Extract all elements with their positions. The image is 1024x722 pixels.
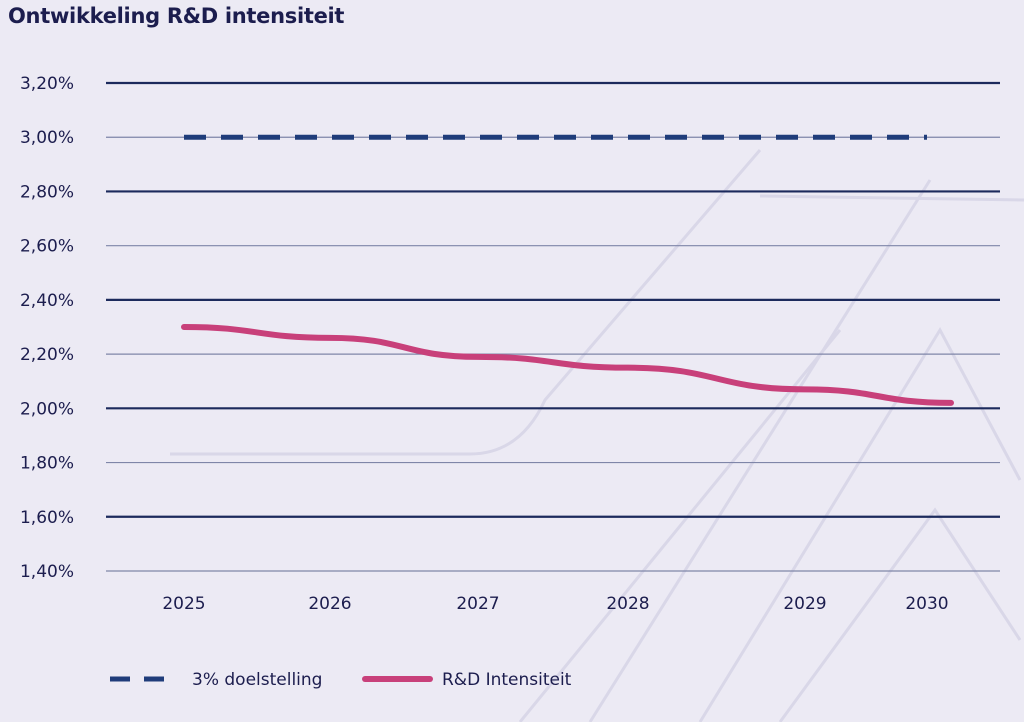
y-tick-label: 1,80% xyxy=(20,454,74,474)
y-tick-label: 2,40% xyxy=(20,291,74,311)
x-tick-label: 2030 xyxy=(905,594,948,614)
series-line-rd-intensiteit xyxy=(181,324,954,406)
x-tick-label: 2025 xyxy=(162,594,205,614)
background-decoration xyxy=(170,149,1024,722)
chart-title: Ontwikkeling R&D intensiteit xyxy=(8,4,345,28)
legend-label-doelstelling: 3% doelstelling xyxy=(192,670,322,690)
y-tick-label: 3,20% xyxy=(20,74,74,94)
y-tick-label: 2,20% xyxy=(20,345,74,365)
x-tick-label: 2028 xyxy=(606,594,649,614)
x-tick-label: 2026 xyxy=(308,594,351,614)
legend-label-rd-intensiteit: R&D Intensiteit xyxy=(442,670,572,690)
y-tick-label: 3,00% xyxy=(20,128,74,148)
y-tick-label: 1,40% xyxy=(20,562,74,582)
y-tick-label: 2,80% xyxy=(20,182,74,202)
x-tick-label: 2027 xyxy=(456,594,499,614)
y-tick-label: 2,00% xyxy=(20,399,74,419)
x-tick-label: 2029 xyxy=(783,594,826,614)
y-tick-label: 2,60% xyxy=(20,237,74,257)
y-tick-label: 1,60% xyxy=(20,508,74,528)
